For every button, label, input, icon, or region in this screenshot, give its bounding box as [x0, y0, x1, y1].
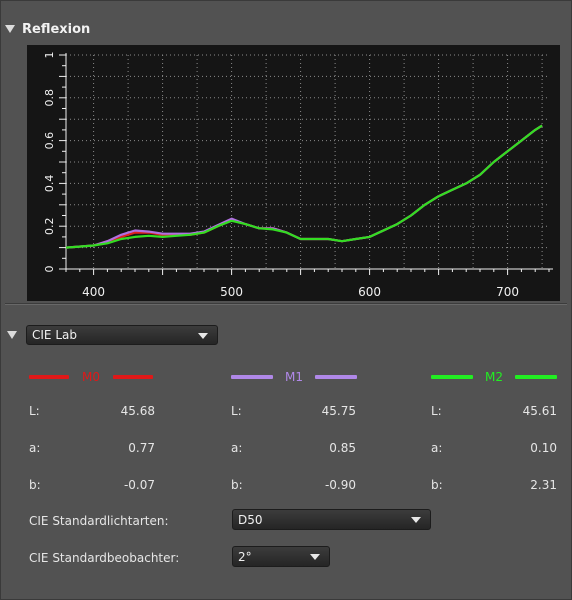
illuminant-value: D50	[238, 512, 263, 527]
x-tick-label: 500	[220, 285, 243, 299]
m2-b-value: 2.31	[530, 478, 557, 492]
row-label-b: b:	[29, 478, 41, 492]
legend-m0: M0	[29, 369, 153, 385]
chevron-down-icon	[198, 333, 208, 339]
collapse-triangle-icon[interactable]	[7, 331, 17, 339]
m1-b-value: -0.90	[324, 478, 356, 492]
series-line-m2	[65, 124, 543, 249]
section-divider-highlight	[5, 304, 567, 305]
legend-line-m2	[515, 375, 557, 379]
collapse-triangle-icon[interactable]	[5, 25, 15, 33]
row-label-l: L:	[29, 404, 40, 418]
row-label-l: L:	[431, 404, 442, 418]
chevron-down-icon	[411, 517, 421, 523]
section-divider	[5, 303, 567, 304]
legend-m1: M1	[231, 369, 357, 385]
y-tick-label: 0.2	[43, 217, 56, 235]
row-label-a: a:	[431, 441, 443, 455]
m1-a-value: 0.85	[329, 441, 356, 455]
y-tick-label: 1	[43, 52, 56, 59]
legend-label-m0: M0	[82, 370, 100, 384]
series-line-m0	[65, 124, 543, 249]
m2-l-value: 45.61	[522, 404, 557, 418]
legend-line-m1	[315, 375, 357, 379]
legend-line-m2	[431, 375, 473, 379]
x-tick-label: 400	[82, 285, 105, 299]
chevron-down-icon	[310, 554, 320, 560]
illuminant-dropdown[interactable]: D50	[232, 509, 431, 530]
observer-value: 2°	[238, 549, 252, 564]
legend-line-m0	[113, 375, 153, 379]
row-label-a: a:	[29, 441, 41, 455]
observer-label: CIE Standardbeobachter:	[29, 551, 180, 565]
legend-label-m2: M2	[485, 370, 503, 384]
x-tick-label: 600	[358, 285, 381, 299]
legend-line-m1	[231, 375, 273, 379]
legend-line-m0	[29, 375, 69, 379]
m0-l-value: 45.68	[120, 404, 155, 418]
m1-l-value: 45.75	[321, 404, 356, 418]
y-tick-label: 0.8	[43, 89, 56, 107]
y-tick-label: 0.4	[43, 175, 56, 193]
m2-a-value: 0.10	[530, 441, 557, 455]
m0-a-value: 0.77	[128, 441, 155, 455]
series-line-m1	[65, 124, 543, 249]
reflectance-chart: 0 0.2 0.4 0.6 0.8 1 400 500 600 700	[27, 45, 560, 301]
observer-dropdown[interactable]: 2°	[232, 546, 330, 567]
illuminant-label: CIE Standardlichtarten:	[29, 514, 169, 528]
legend-label-m1: M1	[285, 370, 303, 384]
legend-m2: M2	[431, 369, 557, 385]
row-label-b: b:	[231, 478, 243, 492]
row-label-b: b:	[431, 478, 443, 492]
x-tick-label: 700	[496, 285, 519, 299]
y-tick-label: 0	[43, 266, 56, 273]
row-label-l: L:	[231, 404, 242, 418]
reflectance-chart-svg: 0 0.2 0.4 0.6 0.8 1 400 500 600 700	[43, 52, 553, 299]
reflexion-section-header[interactable]: Reflexion	[5, 19, 90, 39]
color-space-value: CIE Lab	[32, 328, 77, 342]
reflexion-title: Reflexion	[22, 21, 91, 37]
color-space-dropdown[interactable]: CIE Lab	[26, 325, 218, 345]
m0-b-value: -0.07	[123, 478, 155, 492]
y-tick-label: 0.6	[43, 132, 56, 150]
row-label-a: a:	[231, 441, 243, 455]
